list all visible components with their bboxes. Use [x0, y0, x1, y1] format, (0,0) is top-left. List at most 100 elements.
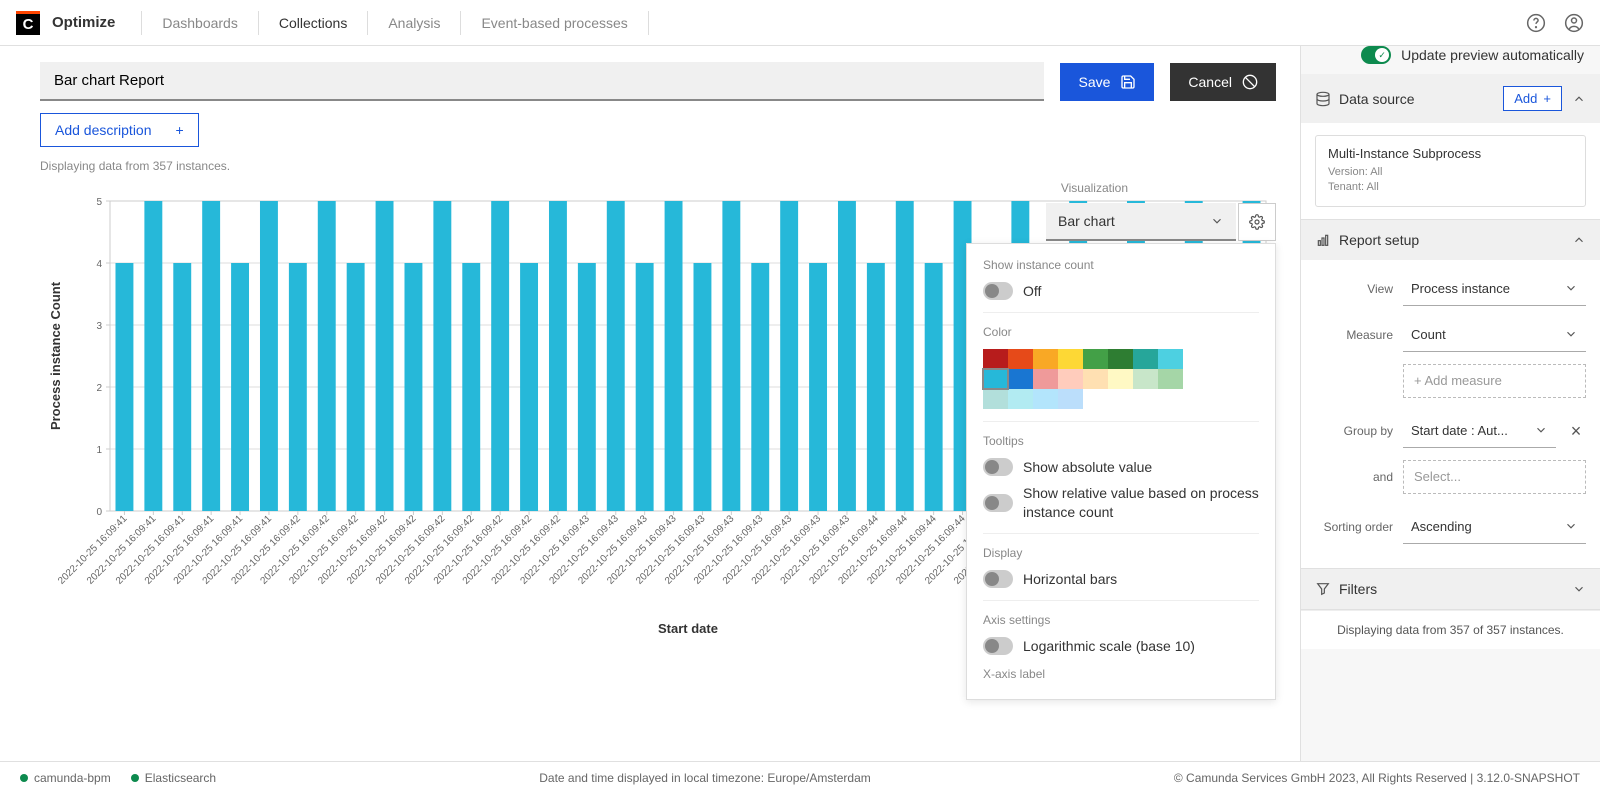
main-nav: Dashboards Collections Analysis Event-based… — [148, 9, 654, 37]
data-source-title: Data source — [1339, 91, 1503, 107]
nav-item-collections[interactable]: Collections — [265, 9, 361, 37]
gear-icon — [1249, 214, 1265, 230]
sort-select[interactable]: Ascending — [1403, 510, 1586, 544]
log-scale-label: Logarithmic scale (base 10) — [1023, 637, 1195, 655]
plus-icon: + — [176, 122, 184, 138]
view-label: View — [1315, 282, 1393, 296]
color-swatch[interactable] — [1108, 369, 1133, 389]
groupby-select[interactable]: Start date : Aut... — [1403, 414, 1556, 448]
color-swatch[interactable] — [1033, 389, 1058, 409]
groupby-label: Group by — [1315, 424, 1393, 438]
filter-icon — [1315, 581, 1331, 597]
color-swatch[interactable] — [1083, 369, 1108, 389]
auto-preview-label: Update preview automatically — [1401, 47, 1584, 63]
chevron-down-icon — [1210, 214, 1224, 228]
add-description-button[interactable]: Add description + — [40, 113, 199, 147]
nav-item-event-based-processes[interactable]: Event-based processes — [467, 9, 641, 37]
color-swatch[interactable] — [1058, 349, 1083, 369]
add-data-source-button[interactable]: Add + — [1503, 86, 1562, 111]
report-setup-title: Report setup — [1339, 232, 1572, 248]
add-description-label: Add description — [55, 122, 152, 138]
display-section-label: Display — [983, 546, 1259, 560]
log-scale-toggle[interactable] — [983, 637, 1013, 655]
view-select[interactable]: Process instance — [1403, 272, 1586, 306]
status-bar: camunda-bpm Elasticsearch Date and time d… — [0, 761, 1600, 793]
color-swatch[interactable] — [1158, 369, 1183, 389]
save-icon — [1120, 74, 1136, 90]
status-service-name: Elasticsearch — [145, 771, 216, 785]
report-title-input[interactable] — [40, 62, 1044, 101]
relative-value-label: Show relative value based on process ins… — [1023, 484, 1259, 520]
view-value: Process instance — [1411, 281, 1510, 296]
instance-count-toggle-label: Off — [1023, 282, 1041, 300]
brand-name: Optimize — [52, 14, 115, 31]
and-select[interactable]: Select... — [1403, 460, 1586, 494]
save-button[interactable]: Save — [1060, 63, 1154, 101]
nav-divider — [460, 11, 461, 35]
status-dot-icon — [20, 774, 28, 782]
measure-select[interactable]: Count — [1403, 318, 1586, 352]
color-swatch[interactable] — [1033, 349, 1058, 369]
filters-header[interactable]: Filters — [1301, 569, 1600, 609]
cancel-icon — [1242, 74, 1258, 90]
status-service: camunda-bpm — [20, 771, 111, 785]
color-swatch[interactable] — [1008, 369, 1033, 389]
auto-preview-toggle[interactable] — [1361, 46, 1391, 64]
visualization-settings-button[interactable] — [1238, 203, 1276, 241]
absolute-value-toggle[interactable] — [983, 458, 1013, 476]
color-swatch[interactable] — [1058, 389, 1083, 409]
add-measure-button[interactable]: + Add measure — [1403, 364, 1586, 398]
color-section-label: Color — [983, 325, 1259, 339]
svg-text:5: 5 — [96, 197, 102, 208]
chevron-down-icon — [1572, 582, 1586, 596]
user-icon[interactable] — [1564, 13, 1584, 33]
add-label: Add — [1514, 91, 1537, 106]
visualization-value: Bar chart — [1058, 213, 1115, 229]
groupby-remove-button[interactable]: × — [1566, 422, 1586, 440]
cancel-label: Cancel — [1188, 74, 1232, 90]
measure-value: Count — [1411, 327, 1446, 342]
tooltips-section-label: Tooltips — [983, 434, 1259, 448]
svg-text:Start date: Start date — [658, 621, 718, 636]
color-swatch[interactable] — [1133, 349, 1158, 369]
color-swatch[interactable] — [1008, 349, 1033, 369]
color-swatch[interactable] — [1058, 369, 1083, 389]
color-swatch[interactable] — [983, 389, 1008, 409]
chevron-down-icon — [1564, 281, 1578, 295]
database-icon — [1315, 91, 1331, 107]
status-timezone: Date and time displayed in local timezon… — [236, 771, 1174, 785]
color-swatch[interactable] — [1108, 349, 1133, 369]
add-measure-label: + Add measure — [1414, 373, 1502, 388]
data-source-header[interactable]: Data source Add + — [1301, 74, 1600, 123]
save-label: Save — [1078, 74, 1110, 90]
color-swatch[interactable] — [1083, 349, 1108, 369]
color-swatch[interactable] — [1158, 349, 1183, 369]
relative-value-toggle[interactable] — [983, 494, 1013, 512]
visualization-select[interactable]: Bar chart — [1046, 203, 1236, 241]
svg-text:4: 4 — [96, 259, 102, 270]
status-service-name: camunda-bpm — [34, 771, 111, 785]
nav-divider — [367, 11, 368, 35]
color-swatch[interactable] — [983, 369, 1008, 389]
visualization-label: Visualization — [1061, 181, 1276, 195]
app-header: C Optimize DashboardsCollectionsAnalysis… — [0, 0, 1600, 46]
data-source-card[interactable]: Multi-Instance Subprocess Version: All T… — [1315, 135, 1586, 207]
color-swatch[interactable] — [1033, 369, 1058, 389]
color-palette — [983, 349, 1183, 409]
plus-icon: + — [1543, 91, 1551, 106]
data-source-tenant: Tenant: All — [1328, 180, 1573, 195]
color-swatch[interactable] — [983, 349, 1008, 369]
help-icon[interactable] — [1526, 13, 1546, 33]
nav-item-analysis[interactable]: Analysis — [374, 9, 454, 37]
color-swatch[interactable] — [1133, 369, 1158, 389]
report-setup-header[interactable]: Report setup — [1301, 220, 1600, 260]
nav-item-dashboards[interactable]: Dashboards — [148, 9, 252, 37]
horizontal-bars-toggle[interactable] — [983, 570, 1013, 588]
xaxis-field-label: X-axis label — [983, 667, 1259, 681]
instances-count-text: Displaying data from 357 instances. — [40, 159, 1260, 173]
instance-count-toggle[interactable] — [983, 282, 1013, 300]
sort-value: Ascending — [1411, 519, 1472, 534]
cancel-button[interactable]: Cancel — [1170, 63, 1276, 101]
color-swatch[interactable] — [1008, 389, 1033, 409]
and-label: and — [1315, 470, 1393, 484]
